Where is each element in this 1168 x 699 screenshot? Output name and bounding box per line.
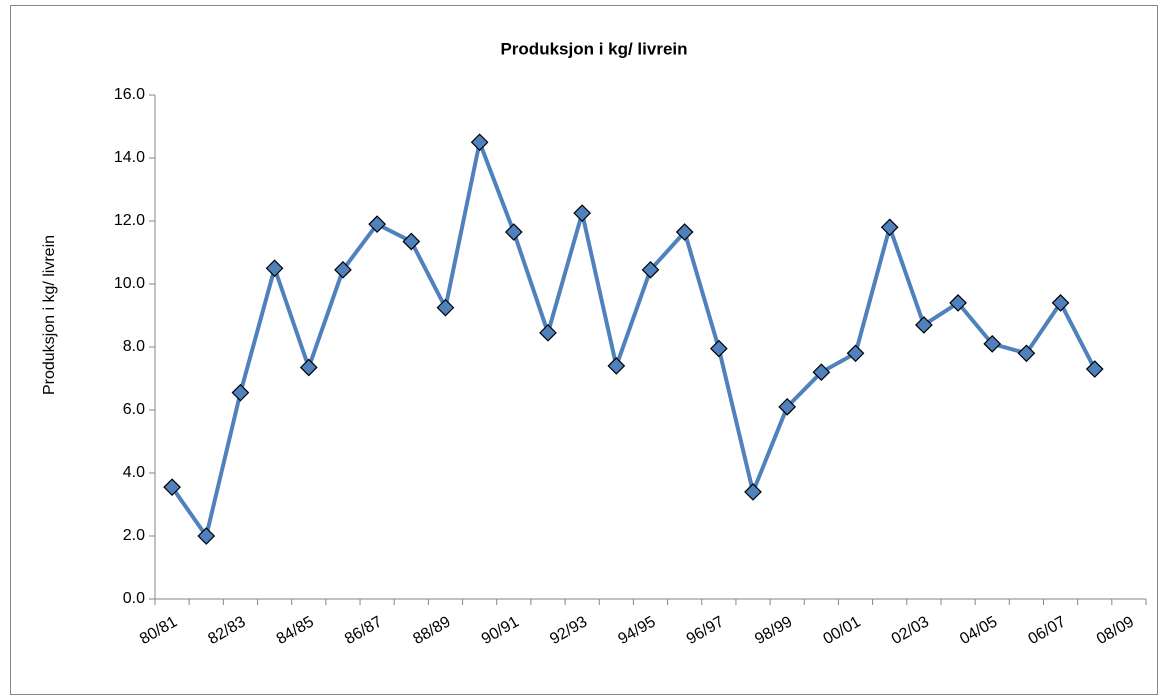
marker	[1017, 344, 1036, 363]
y-tick-label: 4.0	[123, 464, 145, 481]
marker	[983, 335, 1002, 353]
marker	[402, 232, 421, 251]
marker	[1085, 360, 1104, 378]
y-tick-label: 6.0	[123, 401, 145, 418]
marker	[812, 363, 831, 382]
y-tick-label: 8.0	[123, 338, 145, 355]
marker	[197, 527, 216, 545]
y-tick-label: 0.0	[123, 590, 145, 607]
marker	[334, 260, 352, 279]
marker	[675, 223, 694, 241]
marker	[436, 298, 455, 317]
marker	[470, 133, 489, 152]
y-tick-label: 12.0	[114, 212, 145, 229]
marker	[778, 398, 797, 416]
chart-title: Produksjon i kg/ livrein	[500, 39, 687, 58]
chart-border	[10, 5, 1158, 695]
marker	[539, 323, 557, 342]
marker	[368, 215, 386, 233]
marker	[504, 223, 523, 241]
marker	[231, 383, 250, 402]
y-tick-label: 14.0	[114, 149, 145, 166]
marker	[573, 204, 592, 222]
marker	[949, 294, 967, 312]
marker	[1051, 294, 1070, 312]
y-tick-label: 10.0	[114, 275, 145, 292]
y-axis-title: Produksjon i kg/ livrein	[41, 235, 58, 395]
marker	[709, 339, 728, 358]
marker	[846, 344, 865, 363]
marker	[744, 483, 762, 501]
series-line	[170, 140, 1097, 538]
marker	[299, 358, 318, 377]
marker	[163, 478, 181, 497]
y-tick-label: 2.0	[123, 527, 145, 544]
y-tick-label: 16.0	[114, 86, 145, 103]
marker	[641, 260, 660, 279]
marker	[265, 259, 284, 278]
marker	[880, 218, 899, 237]
marker	[915, 316, 933, 334]
marker	[607, 357, 626, 375]
